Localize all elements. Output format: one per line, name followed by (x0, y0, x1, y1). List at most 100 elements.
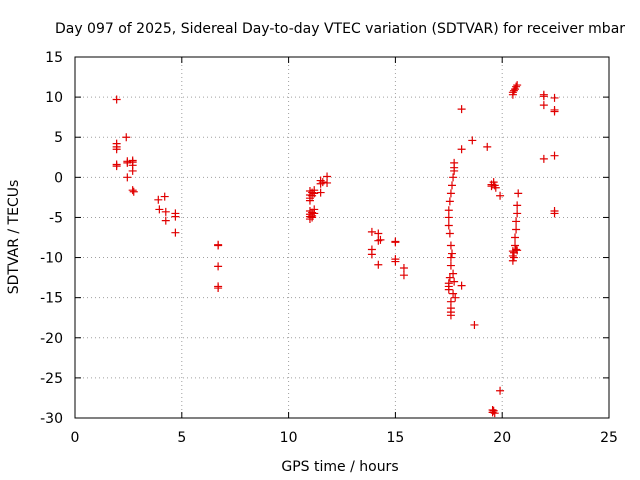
data-point (539, 154, 548, 163)
data-point (323, 178, 332, 187)
data-point (550, 209, 559, 218)
data-point (445, 197, 454, 206)
y-axis-label: SDTVAR / TECUs (6, 180, 22, 295)
data-point (457, 145, 466, 154)
data-point (214, 262, 223, 271)
data-point (512, 82, 521, 91)
data-point (444, 206, 453, 215)
y-tick-label: -10 (40, 251, 63, 267)
data-point (509, 253, 518, 262)
x-axis-label: GPS time / hours (281, 459, 398, 475)
data-point (161, 207, 170, 216)
data-point (550, 107, 559, 116)
data-point (374, 229, 383, 238)
data-point (112, 145, 121, 154)
data-point (457, 281, 466, 290)
data-point (316, 188, 325, 197)
data-point (513, 209, 522, 218)
data-point (509, 86, 518, 95)
data-point (511, 241, 520, 250)
chart-title: Day 097 of 2025, Sidereal Day-to-day VTE… (55, 21, 625, 37)
x-tick-label: 25 (600, 430, 618, 446)
data-point (214, 284, 223, 293)
data-point (550, 151, 559, 160)
data-point (448, 249, 457, 258)
data-point (539, 101, 548, 110)
data-point (123, 158, 132, 167)
data-point (367, 250, 376, 259)
data-point (122, 133, 131, 142)
data-point (376, 235, 385, 244)
data-point (512, 217, 521, 226)
data-point (154, 195, 163, 204)
data-point (128, 186, 137, 195)
data-point (446, 311, 455, 320)
data-point (451, 293, 460, 302)
x-tick-label: 0 (71, 430, 80, 446)
grid-lines (75, 57, 609, 418)
data-point (446, 253, 455, 262)
plot-frame (74, 56, 610, 419)
data-point (470, 320, 479, 329)
data-point (446, 189, 455, 198)
data-point (444, 213, 453, 222)
y-tick-label: -20 (40, 331, 63, 347)
data-point (483, 142, 492, 151)
data-point (310, 209, 319, 218)
data-point (374, 236, 383, 245)
data-point (491, 183, 500, 192)
data-point (449, 173, 458, 182)
data-point (391, 237, 400, 246)
y-tick-label: 10 (45, 90, 63, 106)
data-point (468, 136, 477, 145)
data-point (374, 260, 383, 269)
data-point (457, 105, 466, 114)
data-point (539, 92, 548, 101)
y-tick-label: 15 (45, 50, 63, 66)
data-point (449, 289, 458, 298)
data-point (445, 229, 454, 238)
x-tick-label: 20 (493, 430, 511, 446)
y-tick-label: -30 (40, 411, 63, 427)
data-point (112, 95, 121, 104)
data-point (490, 409, 499, 418)
data-point (399, 263, 408, 272)
data-point (511, 233, 520, 242)
data-point (448, 181, 457, 190)
data-point (171, 212, 180, 221)
data-point (308, 213, 317, 222)
x-tick-label: 10 (280, 430, 298, 446)
data-point (310, 189, 319, 198)
data-point (129, 187, 138, 196)
y-tick-label: -5 (49, 210, 63, 226)
data-point (391, 257, 400, 266)
x-tick-label: 15 (386, 430, 404, 446)
data-point (446, 261, 455, 270)
data-point (514, 189, 523, 198)
data-point (496, 386, 505, 395)
data-point (318, 178, 327, 187)
data-point (214, 240, 223, 249)
y-tick-label: -15 (40, 291, 63, 307)
data-series (112, 81, 559, 418)
data-point (444, 285, 453, 294)
data-point (513, 201, 522, 210)
data-point (449, 269, 458, 278)
data-point (444, 221, 453, 230)
data-point (450, 277, 459, 286)
data-point (512, 245, 521, 254)
data-point (128, 166, 137, 175)
data-point (445, 273, 454, 282)
x-tick-label: 5 (177, 430, 186, 446)
data-point (512, 225, 521, 234)
data-point (123, 173, 132, 182)
y-tick-label: 5 (54, 130, 63, 146)
data-point (513, 246, 522, 255)
data-point (171, 228, 180, 237)
data-point (399, 271, 408, 280)
data-point (550, 93, 559, 102)
data-point (450, 158, 459, 167)
y-tick-label: 0 (54, 170, 63, 186)
data-point (112, 162, 121, 171)
